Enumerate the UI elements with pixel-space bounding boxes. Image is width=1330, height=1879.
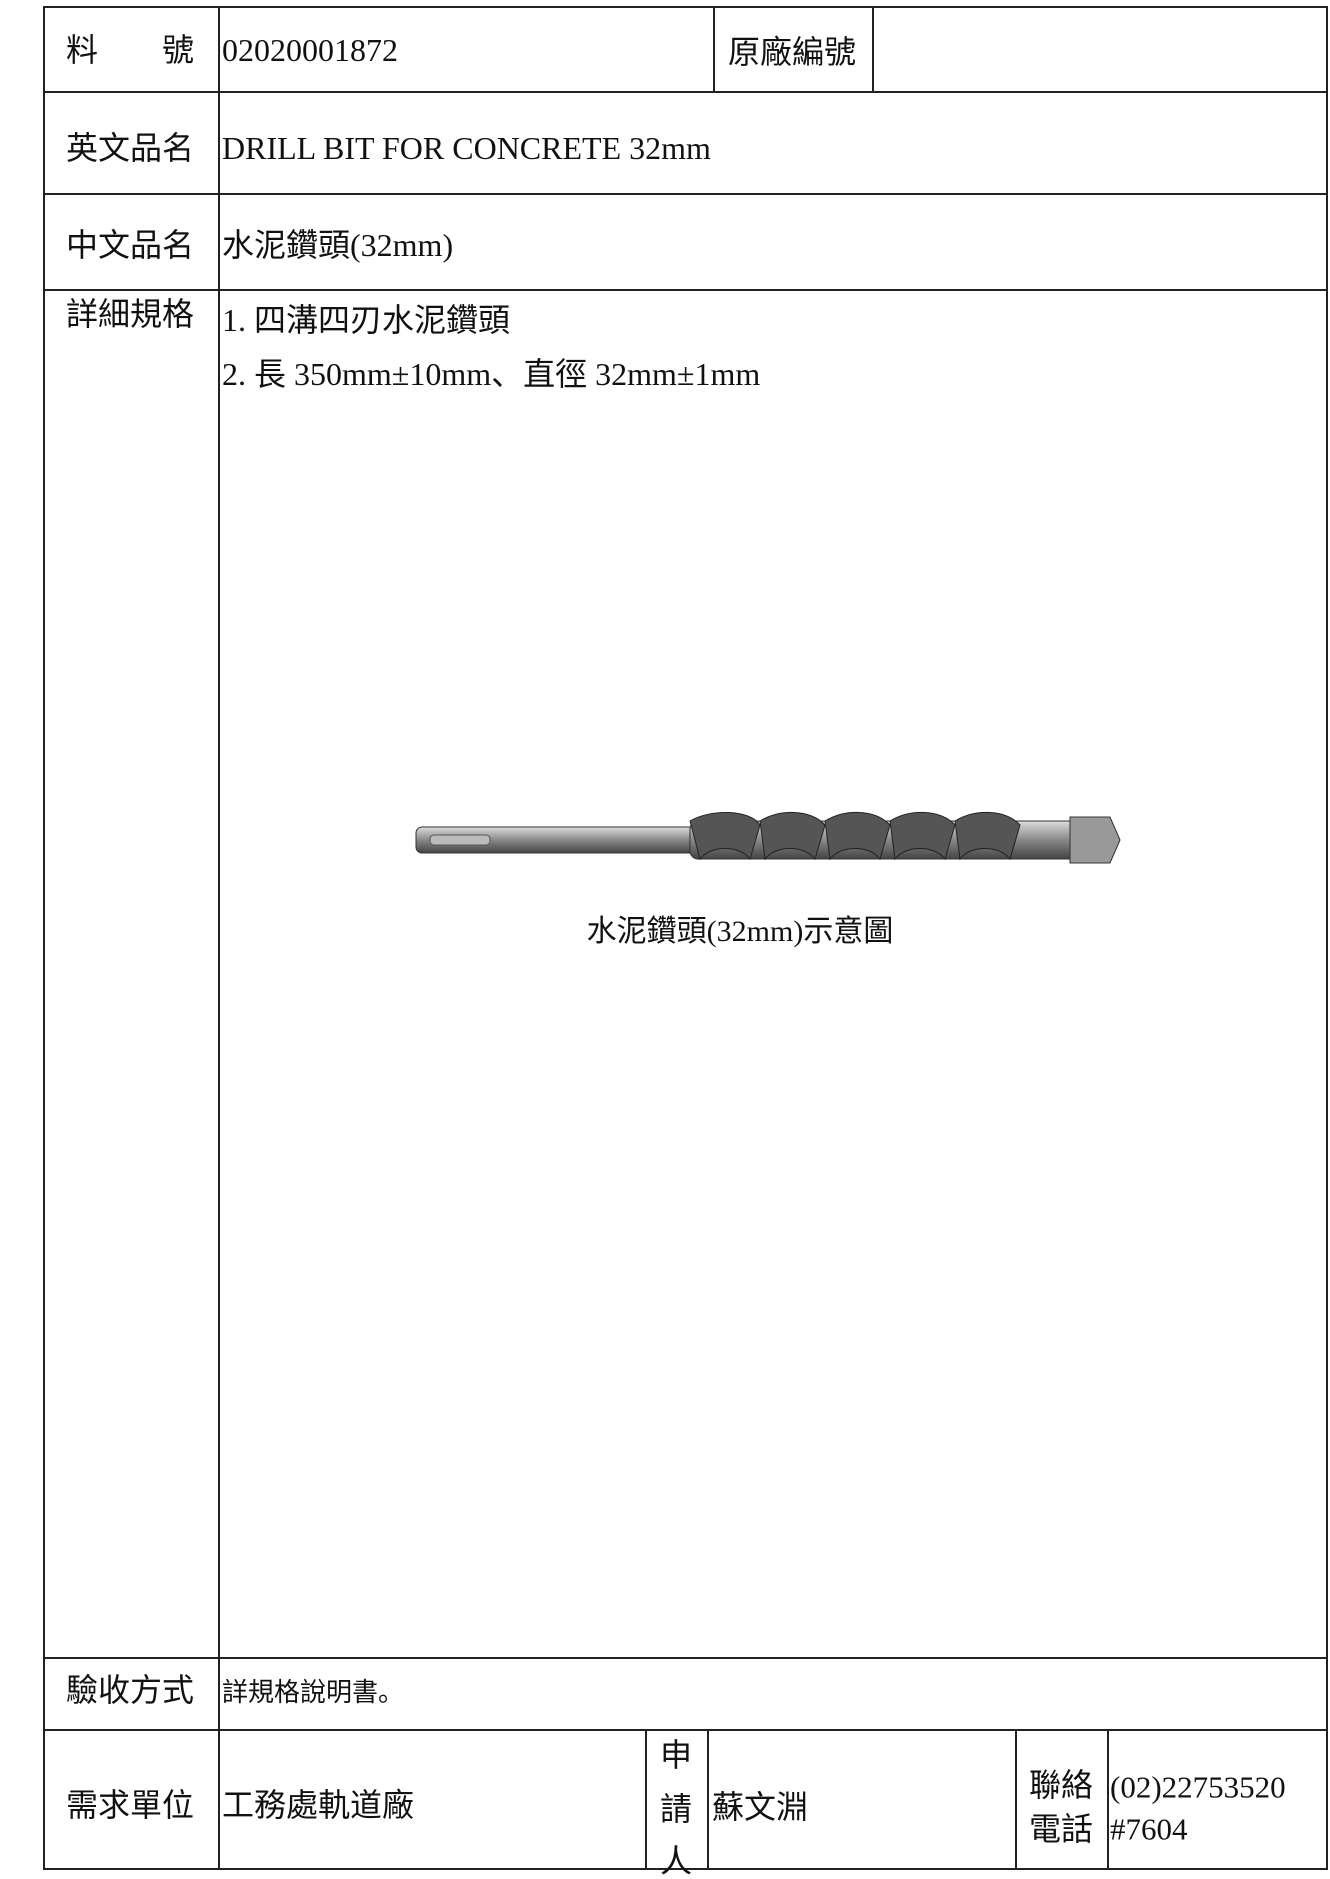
figure-caption: 水泥鑽頭(32mm)示意圖 bbox=[586, 915, 894, 948]
specs-label: 詳細規格 bbox=[65, 296, 195, 332]
table-line bbox=[43, 91, 1328, 93]
applicant-label: 請 bbox=[659, 1791, 693, 1827]
part-no-label: 料 號 bbox=[65, 32, 195, 68]
english-name-value: DRILL BIT FOR CONCRETE 32mm bbox=[222, 130, 711, 166]
applicant-label: 人 bbox=[659, 1843, 693, 1879]
table-line bbox=[43, 193, 1328, 195]
acceptance-label: 驗收方式 bbox=[65, 1672, 195, 1708]
table-line bbox=[645, 1729, 647, 1870]
table-line bbox=[1107, 1729, 1109, 1870]
table-line bbox=[43, 1868, 1328, 1870]
acceptance-value: 詳規格說明書。 bbox=[222, 1678, 405, 1707]
table-line bbox=[43, 6, 45, 1870]
table-line bbox=[43, 1729, 1328, 1731]
requesting-unit-label: 需求單位 bbox=[65, 1787, 195, 1823]
table-line bbox=[43, 289, 1328, 291]
part-no-value: 02020001872 bbox=[222, 32, 398, 68]
contact-value: #7604 bbox=[1110, 1811, 1188, 1847]
drill-bit-illustration bbox=[415, 811, 1121, 864]
table-line bbox=[1326, 6, 1328, 1870]
table-line bbox=[43, 6, 1328, 8]
table-line bbox=[707, 1729, 709, 1870]
original-no-label: 原廠編號 bbox=[727, 34, 857, 70]
applicant-value: 蘇文淵 bbox=[712, 1789, 809, 1825]
spec-line: 1. 四溝四刃水泥鑽頭 bbox=[222, 302, 511, 338]
table-line bbox=[872, 6, 874, 92]
chinese-name-label: 中文品名 bbox=[65, 227, 195, 263]
contact-label: 聯絡 bbox=[1028, 1767, 1094, 1803]
applicant-label: 申 bbox=[659, 1737, 693, 1773]
table-line bbox=[713, 6, 715, 92]
table-line bbox=[43, 1657, 1328, 1659]
english-name-label: 英文品名 bbox=[65, 130, 195, 166]
contact-label: 電話 bbox=[1028, 1811, 1094, 1847]
chinese-name-value: 水泥鑽頭(32mm) bbox=[222, 227, 454, 263]
requesting-unit-value: 工務處軌道廠 bbox=[222, 1787, 415, 1823]
table-line bbox=[218, 6, 220, 1870]
table-line bbox=[1015, 1729, 1017, 1870]
contact-value: (02)22753520 bbox=[1110, 1769, 1286, 1805]
spec-line: 2. 長 350mm±10mm、直徑 32mm±1mm bbox=[222, 356, 761, 392]
